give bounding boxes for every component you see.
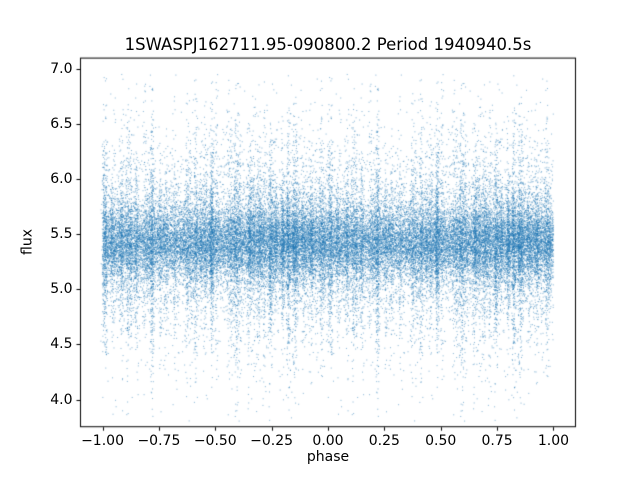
x-tick-label: −0.50	[193, 432, 237, 449]
x-tick-label: 0.25	[368, 432, 400, 449]
x-tick-label: −0.25	[250, 432, 294, 449]
y-tick-label: 4.5	[50, 336, 73, 353]
y-tick-label: 4.0	[50, 391, 73, 408]
x-tick-label: 1.00	[537, 432, 570, 449]
x-tick-label: 0.50	[425, 432, 457, 449]
x-axis-label: phase	[306, 449, 350, 465]
chart-title: 1SWASPJ162711.95-090800.2 Period 1940940…	[124, 35, 532, 54]
x-tick-label: −1.00	[81, 432, 124, 449]
y-tick-label: 5.5	[50, 226, 73, 243]
y-tick-label: 6.0	[50, 170, 73, 187]
y-tick-label: 7.0	[50, 60, 73, 77]
y-tick-label: 5.0	[50, 281, 73, 298]
x-tick-label: −0.75	[137, 432, 181, 449]
x-tick-label: 0.75	[481, 432, 513, 449]
x-tick-label: 0.00	[312, 432, 344, 449]
y-tick-label: 6.5	[50, 115, 73, 132]
